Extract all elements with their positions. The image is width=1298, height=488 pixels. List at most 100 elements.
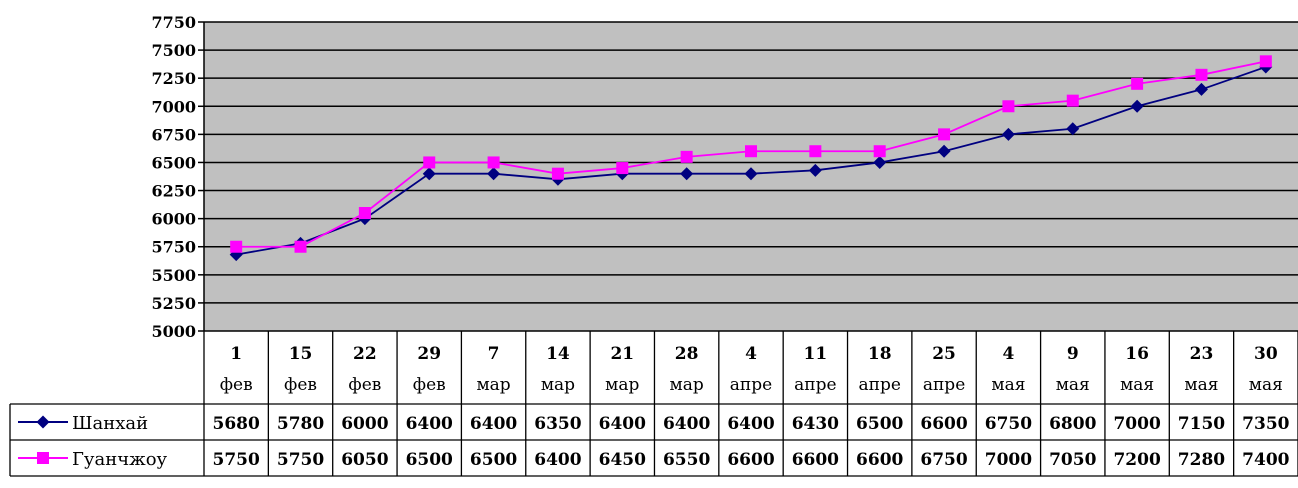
x-category-day: 7 — [488, 344, 500, 364]
data-point — [1195, 68, 1208, 81]
x-category-month: мар — [541, 375, 575, 395]
y-tick-label: 7250 — [151, 69, 196, 88]
data-point — [1259, 55, 1272, 68]
table-cell-value: 7280 — [1178, 450, 1225, 470]
table-cell-value: 7400 — [1242, 450, 1289, 470]
x-category-day: 4 — [745, 344, 757, 364]
data-point — [1066, 94, 1079, 107]
x-category-day: 16 — [1125, 344, 1149, 364]
data-point — [422, 167, 436, 181]
y-tick-label: 6000 — [151, 210, 196, 229]
table-cell-value: 7200 — [1113, 450, 1160, 470]
y-tick-label: 7500 — [151, 41, 196, 60]
y-tick-label: 6750 — [151, 125, 196, 144]
data-point — [744, 167, 758, 181]
table-cell-value: 6600 — [920, 414, 967, 434]
data-point — [1002, 100, 1015, 113]
table-cell-value: 6050 — [341, 450, 388, 470]
table-cell-value: 6400 — [470, 414, 517, 434]
series-diamond — [229, 60, 1273, 262]
x-category-month: мая — [1249, 375, 1283, 395]
table-cell-value: 5750 — [213, 450, 260, 470]
x-category-day: 30 — [1254, 344, 1278, 364]
y-tick-label: 7750 — [151, 13, 196, 32]
legend-label: Гуанчжоу — [72, 449, 168, 470]
data-point — [1001, 127, 1015, 141]
legend-key-marker — [36, 415, 50, 429]
table-cell-value: 5680 — [213, 414, 260, 434]
legend-label: Шанхай — [72, 413, 148, 434]
data-point — [423, 156, 436, 169]
data-table: 1 фев 15 фев 22 фев 29 фев 7 мар 14 мар 21 мар 28 мар 4 а… — [9, 331, 1298, 477]
table-cell-value: 7000 — [985, 450, 1032, 470]
data-point — [873, 155, 887, 169]
x-category-day: 9 — [1067, 344, 1079, 364]
data-point — [809, 145, 822, 158]
table-cell-value: 6500 — [856, 414, 903, 434]
x-category-day: 18 — [868, 344, 892, 364]
table-cell-value: 6600 — [727, 450, 774, 470]
data-point — [230, 240, 243, 253]
x-category-month: фев — [284, 375, 317, 395]
x-category-day: 4 — [1002, 344, 1014, 364]
x-category-day: 1 — [230, 344, 242, 364]
data-point — [551, 167, 564, 180]
data-point — [1066, 122, 1080, 136]
y-tick-label: 5250 — [151, 294, 196, 313]
table-cell-value: 6400 — [534, 450, 581, 470]
x-category-day: 29 — [417, 344, 441, 364]
data-point — [680, 150, 693, 163]
data-point — [1194, 82, 1208, 96]
data-point — [358, 207, 371, 220]
table-cell-value: 5780 — [277, 414, 324, 434]
series-square — [230, 55, 1272, 253]
x-category-month: фев — [348, 375, 381, 395]
data-point — [680, 167, 694, 181]
x-category-month: мая — [1056, 375, 1090, 395]
table-cell-value: 6400 — [727, 414, 774, 434]
data-point — [1130, 99, 1144, 113]
x-category-month: мар — [605, 375, 639, 395]
data-point — [938, 128, 951, 141]
data-point — [937, 144, 951, 158]
y-tick-label: 7000 — [151, 97, 196, 116]
gridlines — [198, 21, 1298, 332]
data-point — [616, 162, 629, 175]
x-category-month: фев — [413, 375, 446, 395]
x-category-month: апре — [858, 375, 900, 395]
y-axis-tick-labels: 5000 5250 5500 5750 6000 6250 6500 6750 7000 7250… — [151, 13, 196, 341]
y-tick-label: 5750 — [151, 238, 196, 257]
table-cell-value: 7350 — [1242, 414, 1289, 434]
table-cell-value: 6600 — [792, 450, 839, 470]
series-layer — [229, 55, 1273, 262]
table-cell-value: 6550 — [663, 450, 710, 470]
x-category-day: 11 — [804, 344, 828, 364]
table-cell-value: 6400 — [599, 414, 646, 434]
table-cell-value: 6430 — [792, 414, 839, 434]
x-category-month: фев — [220, 375, 253, 395]
legend-key-marker — [37, 452, 49, 464]
data-point — [873, 145, 886, 158]
table-cell-value: 6000 — [341, 414, 388, 434]
x-category-month: апре — [923, 375, 965, 395]
data-point — [1131, 77, 1144, 90]
x-category-month: мая — [991, 375, 1025, 395]
table-cell-value: 6750 — [985, 414, 1032, 434]
table-cell-value: 7150 — [1178, 414, 1225, 434]
x-category-day: 23 — [1190, 344, 1214, 364]
table-cell-value: 6400 — [663, 414, 710, 434]
y-tick-label: 5500 — [151, 266, 196, 285]
table-cell-value: 6500 — [406, 450, 453, 470]
x-category-day: 28 — [675, 344, 699, 364]
table-cell-value: 5750 — [277, 450, 324, 470]
data-point — [745, 145, 757, 158]
x-category-month: апре — [794, 375, 836, 395]
x-category-month: мар — [476, 375, 510, 395]
table-cell-value: 6750 — [920, 450, 967, 470]
x-category-day: 22 — [353, 344, 377, 364]
table-cell-value: 6450 — [599, 450, 646, 470]
table-cell-value: 6350 — [534, 414, 581, 434]
data-point — [487, 167, 501, 181]
x-category-month: мая — [1184, 375, 1218, 395]
